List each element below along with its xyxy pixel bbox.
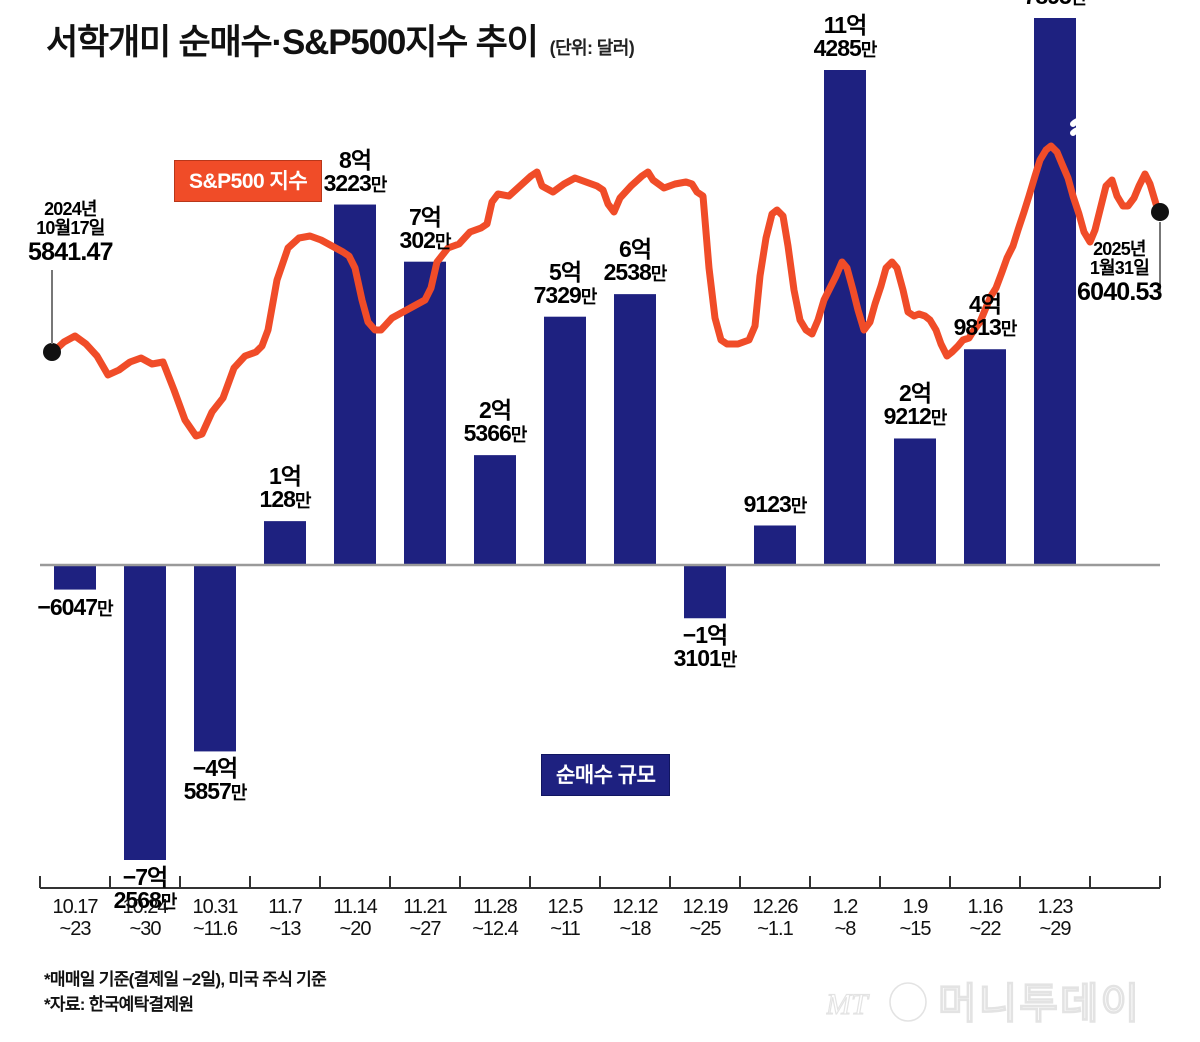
bar-value-label: 4억 9813만 <box>953 291 1018 341</box>
footnotes: *매매일 기준(결제일 −2일), 미국 주식 기준 *자료: 한국예탁결제원 <box>44 968 327 1017</box>
bar-value-label: 5억 7329만 <box>533 258 598 308</box>
svg-text:MT: MT <box>826 988 870 1021</box>
bar <box>614 294 656 565</box>
bar <box>194 565 236 752</box>
x-axis-label: 10.24 ~30 <box>122 896 168 941</box>
bar-value-label: 11억 4285만 <box>813 12 878 61</box>
bar <box>684 565 726 619</box>
x-axis <box>39 876 1161 889</box>
end-annotation: 2025년 1월31일 6040.53 <box>1077 239 1163 306</box>
x-axis-label: 1.23 ~29 <box>1037 896 1074 941</box>
bar <box>264 521 306 565</box>
bar <box>334 204 376 565</box>
start-value: 5841.47 <box>28 237 114 266</box>
x-axis-label: 11.7 ~13 <box>268 896 302 941</box>
end-value: 6040.53 <box>1077 277 1163 306</box>
x-axis-label: 12.26 ~1.1 <box>752 896 798 941</box>
bar <box>54 565 96 590</box>
title-text: 서학개미 순매수·S&P500지수 추이 <box>46 23 539 62</box>
end-date-year: 2025년 <box>1093 239 1146 259</box>
start-annotation: 2024년 10월17일 5841.47 <box>28 199 114 266</box>
x-axis-label: 1.16 ~22 <box>967 896 1004 941</box>
bar <box>404 261 446 565</box>
x-axis-label: 10.31 ~11.6 <box>192 896 238 941</box>
x-axis-label: 11.14 ~20 <box>333 896 378 941</box>
x-axis-label: 12.19 ~25 <box>682 896 728 941</box>
bar-value-label: 7억 302만 <box>399 203 452 253</box>
x-axis-labels: 10.17 ~23 10.24 ~30 10.31 ~11.6 11.7 ~13 11.14 ~2… <box>0 896 1200 956</box>
bar-value-label: 1억 128만 <box>259 463 312 513</box>
start-date-day: 10월17일 <box>36 217 105 238</box>
x-axis-label: 1.2 ~8 <box>832 896 859 941</box>
bar-value-label: −7억 2568만 <box>113 864 178 913</box>
svg-text:머니투데이: 머니투데이 <box>938 980 1141 1027</box>
legend-sp500: S&P500 지수 <box>174 160 323 202</box>
bar-value-label: −6047만 <box>37 593 113 620</box>
bar-value-label: 2억 9212만 <box>883 380 948 430</box>
bar <box>544 316 586 565</box>
bar-value-label: 8억 3223만 <box>323 146 388 196</box>
bar-value-label: −1억 3101만 <box>673 622 738 672</box>
page-title: 서학개미 순매수·S&P500지수 추이 (단위: 달러) <box>46 14 635 65</box>
bar-value-label: −4억 5857만 <box>183 755 248 805</box>
x-axis-label: 11.21 ~27 <box>403 896 448 941</box>
start-point-marker <box>43 343 61 361</box>
axis-break-icon <box>1070 117 1148 141</box>
x-axis-label: 12.12 ~18 <box>612 896 658 941</box>
bar <box>894 438 936 565</box>
mt-moneytoday-logo: MT 머니투데이 <box>826 979 1141 1027</box>
x-axis-label: 11.28 ~12.4 <box>472 896 519 941</box>
bar <box>474 455 516 565</box>
x-axis-label: 12.5 ~11 <box>547 896 584 941</box>
end-point-marker <box>1151 203 1169 221</box>
footnote-2: *자료: 한국예탁결제원 <box>44 994 194 1014</box>
bar-value-label: 17억7895만 <box>1024 0 1088 8</box>
sp500-line <box>49 142 1164 440</box>
start-date-year: 2024년 <box>44 199 97 219</box>
bar <box>1034 18 1076 565</box>
bar-value-label: 2억 5366만 <box>463 397 528 447</box>
bar-value-label: 9123만 <box>743 491 808 518</box>
bar-series <box>54 18 1076 860</box>
bar <box>124 565 166 860</box>
x-axis-label: 10.17 ~23 <box>52 896 98 941</box>
title-unit: (단위: 달러) <box>549 38 635 58</box>
end-date-day: 1월31일 <box>1089 257 1150 278</box>
legend-net-buy: 순매수 규모 <box>541 754 671 796</box>
footnote-1: *매매일 기준(결제일 −2일), 미국 주식 기준 <box>44 970 327 989</box>
x-axis-label: 1.9 ~15 <box>899 896 932 941</box>
bar <box>964 349 1006 565</box>
bar <box>754 525 796 565</box>
bar-value-label: 6억 2538만 <box>603 236 668 286</box>
